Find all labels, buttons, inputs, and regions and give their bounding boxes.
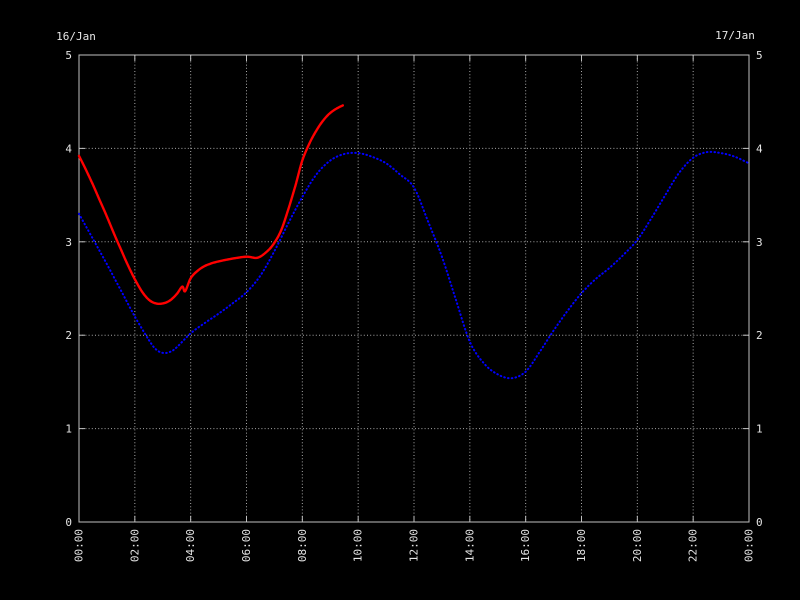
x-tick-label: 06:00 <box>240 529 253 562</box>
y-tick-label-right: 5 <box>756 49 763 62</box>
left-axis-date-label: 16/Jan <box>56 30 96 43</box>
x-tick-label: 02:00 <box>128 529 141 562</box>
y-tick-label-left: 5 <box>65 49 72 62</box>
x-tick-label: 14:00 <box>463 529 476 562</box>
axis-ticks <box>78 54 750 523</box>
y-tick-label-right: 1 <box>756 423 763 436</box>
y-tick-label-left: 1 <box>65 423 72 436</box>
series-16-jan <box>78 150 750 380</box>
x-tick-label: 18:00 <box>575 529 588 562</box>
x-tick-label: 20:00 <box>631 529 644 562</box>
x-tick-label: 00:00 <box>73 529 86 562</box>
x-tick-label: 10:00 <box>352 529 365 562</box>
x-tick-label: 22:00 <box>687 529 700 562</box>
x-tick-label: 08:00 <box>296 529 309 562</box>
y-tick-label-right: 0 <box>756 516 763 529</box>
x-tick-label: 16:00 <box>519 529 532 562</box>
y-tick-label-right: 2 <box>756 329 763 342</box>
y-tick-label-left: 0 <box>65 516 72 529</box>
y-tick-label-left: 3 <box>65 236 72 249</box>
y-tick-label-right: 4 <box>756 142 763 155</box>
y-tick-label-right: 3 <box>756 236 763 249</box>
x-tick-label: 00:00 <box>743 529 756 562</box>
y-tick-label-left: 2 <box>65 329 72 342</box>
x-tick-label: 04:00 <box>184 529 197 562</box>
series-17-jan <box>77 104 344 306</box>
y-tick-label-left: 4 <box>65 142 72 155</box>
right-axis-date-label: 17/Jan <box>715 29 755 42</box>
x-tick-label: 12:00 <box>408 529 421 562</box>
